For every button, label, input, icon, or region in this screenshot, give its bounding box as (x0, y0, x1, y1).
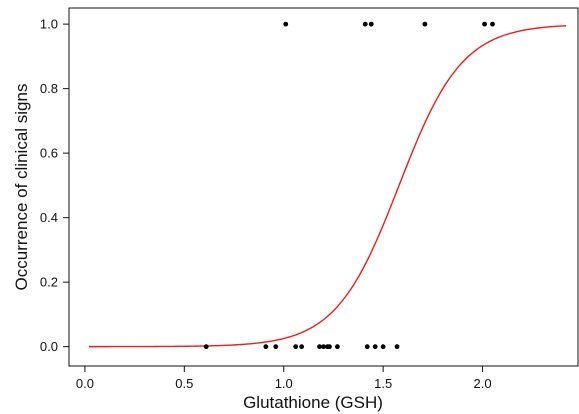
logistic-fit-curve (88, 25, 567, 348)
data-point (490, 21, 495, 27)
x-tick-label: 1.0 (275, 376, 293, 391)
data-points (203, 21, 495, 350)
data-point (368, 21, 374, 27)
data-point (362, 21, 368, 27)
x-tick-label: 0.0 (76, 376, 94, 391)
data-point (273, 344, 279, 350)
y-tick-label: 0.0 (40, 339, 58, 354)
data-point (482, 21, 487, 27)
data-point (380, 344, 386, 350)
y-tick-label: 0.6 (40, 146, 58, 161)
x-tick-label: 1.5 (374, 376, 392, 391)
fit-curve-group (88, 25, 567, 348)
x-tick-label: 0.5 (175, 376, 193, 391)
data-point (335, 344, 340, 350)
y-tick-label: 0.2 (40, 275, 58, 290)
data-point (299, 344, 305, 350)
plot-frame (68, 7, 579, 367)
y-tick-label: 0.8 (40, 81, 58, 96)
x-tick-label: 2.0 (474, 376, 492, 391)
data-point (422, 21, 428, 27)
data-point (293, 344, 299, 350)
data-point (263, 344, 269, 350)
y-axis-title: Occurrence of clinical signs (12, 84, 31, 291)
x-axis-title: Glutathione (GSH) (243, 393, 383, 412)
data-point (321, 344, 326, 350)
data-point (372, 344, 378, 350)
x-axis: 0.0 0.5 1.0 1.5 2.0 (76, 366, 492, 391)
data-point (364, 344, 370, 350)
data-point (283, 21, 289, 27)
data-point (327, 344, 332, 350)
data-point (394, 344, 400, 350)
data-point (203, 344, 209, 350)
data-point (317, 344, 322, 350)
y-tick-label: 0.4 (40, 210, 58, 225)
y-tick-label: 1.0 (40, 17, 58, 32)
y-axis: 0.0 0.2 0.4 0.6 0.8 1.0 (40, 17, 69, 354)
